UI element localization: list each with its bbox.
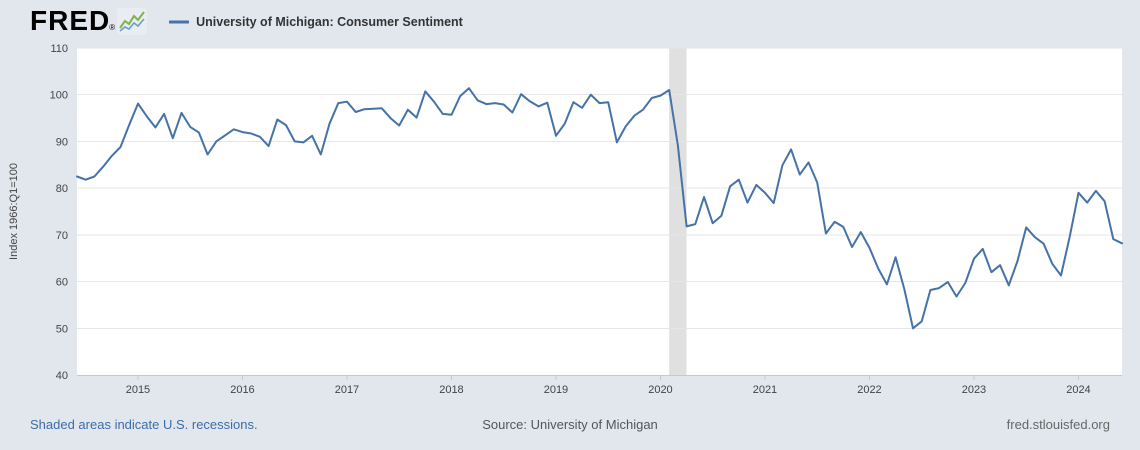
plot-area[interactable] (77, 48, 1122, 375)
x-tick-label: 2024 (1066, 384, 1090, 396)
chart-footer: Shaded areas indicate U.S. recessions. S… (0, 413, 1140, 435)
y-tick-label: 50 (56, 323, 68, 335)
sentiment-line-chart[interactable]: 40 50 60 70 80 90 100 110 2015 2016 2017 2018 2019 20… (0, 0, 1140, 410)
y-tick-label: 60 (56, 277, 68, 289)
x-tick-label: 2015 (126, 384, 150, 396)
chart-header: FRED ® University of Michigan: Consumer … (30, 4, 463, 38)
sentiment-series-line (76, 87, 1123, 330)
fred-logo-text: FRED (30, 5, 111, 36)
y-tick-label: 90 (56, 136, 68, 148)
recession-band (669, 48, 687, 375)
x-tick-label: 2023 (962, 384, 986, 396)
recession-note-link[interactable]: Shaded areas indicate U.S. recessions. (30, 416, 258, 432)
fred-sparkline-icon (117, 8, 148, 35)
x-tick-label: 2021 (753, 384, 777, 396)
series-title: University of Michigan: Consumer Sentime… (196, 15, 463, 29)
y-tick-label: 100 (50, 90, 68, 102)
x-tick-label: 2019 (544, 384, 568, 396)
fred-logo[interactable]: FRED ® (30, 5, 148, 37)
x-tick-label: 2017 (335, 384, 359, 396)
x-tick-label: 2020 (648, 384, 672, 396)
y-tick-label: 40 (56, 370, 68, 382)
y-axis-title: Index 1966:Q1=100 (8, 163, 20, 260)
source-text: Source: University of Michigan (482, 416, 658, 432)
y-tick-label: 70 (56, 230, 68, 242)
site-link[interactable]: fred.stlouisfed.org (1006, 416, 1110, 432)
x-tick-label: 2018 (439, 384, 463, 396)
y-tick-label: 110 (50, 43, 68, 55)
x-tick-label: 2022 (857, 384, 881, 396)
chart-legend: University of Michigan: Consumer Sentime… (169, 15, 463, 29)
legend-line-swatch (169, 20, 190, 24)
registered-mark-icon: ® (109, 23, 116, 32)
x-tick-label: 2016 (230, 384, 254, 396)
y-tick-label: 80 (56, 183, 68, 195)
